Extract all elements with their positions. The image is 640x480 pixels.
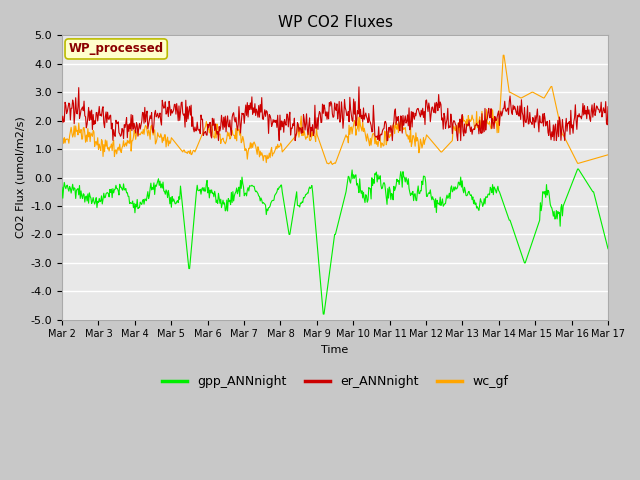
gpp_ANNnight bbox=[180, 213, 188, 219]
Line: gpp_ANNnight: gpp_ANNnight bbox=[62, 169, 608, 314]
wc_gf bbox=[180, 147, 188, 153]
gpp_ANNnight bbox=[209, 191, 216, 196]
wc_gf bbox=[418, 145, 426, 151]
er_ANNnight bbox=[58, 119, 66, 125]
er_ANNnight bbox=[124, 121, 132, 127]
er_ANNnight bbox=[180, 112, 188, 118]
wc_gf bbox=[209, 127, 216, 132]
er_ANNnight bbox=[403, 119, 411, 124]
gpp_ANNnight bbox=[58, 184, 66, 190]
gpp_ANNnight bbox=[124, 193, 132, 199]
gpp_ANNnight bbox=[68, 185, 76, 191]
wc_gf bbox=[58, 138, 66, 144]
gpp_ANNnight bbox=[319, 311, 327, 317]
er_ANNnight bbox=[419, 106, 426, 111]
Legend: gpp_ANNnight, er_ANNnight, wc_gf: gpp_ANNnight, er_ANNnight, wc_gf bbox=[157, 370, 513, 393]
Text: WP_processed: WP_processed bbox=[68, 42, 164, 56]
wc_gf bbox=[68, 130, 76, 136]
gpp_ANNnight bbox=[574, 166, 582, 172]
Line: wc_gf: wc_gf bbox=[62, 55, 608, 165]
er_ANNnight bbox=[604, 104, 612, 109]
er_ANNnight bbox=[68, 106, 76, 111]
gpp_ANNnight bbox=[402, 175, 410, 180]
wc_gf bbox=[604, 152, 612, 157]
gpp_ANNnight bbox=[604, 246, 612, 252]
Title: WP CO2 Fluxes: WP CO2 Fluxes bbox=[278, 15, 392, 30]
Line: er_ANNnight: er_ANNnight bbox=[62, 87, 608, 141]
wc_gf bbox=[124, 140, 132, 146]
wc_gf bbox=[328, 162, 336, 168]
gpp_ANNnight bbox=[418, 178, 426, 184]
er_ANNnight bbox=[355, 84, 363, 90]
er_ANNnight bbox=[209, 115, 216, 121]
wc_gf bbox=[499, 52, 507, 58]
X-axis label: Time: Time bbox=[321, 345, 349, 355]
Y-axis label: CO2 Flux (umol/m2/s): CO2 Flux (umol/m2/s) bbox=[15, 117, 25, 239]
wc_gf bbox=[402, 131, 410, 136]
er_ANNnight bbox=[214, 138, 222, 144]
